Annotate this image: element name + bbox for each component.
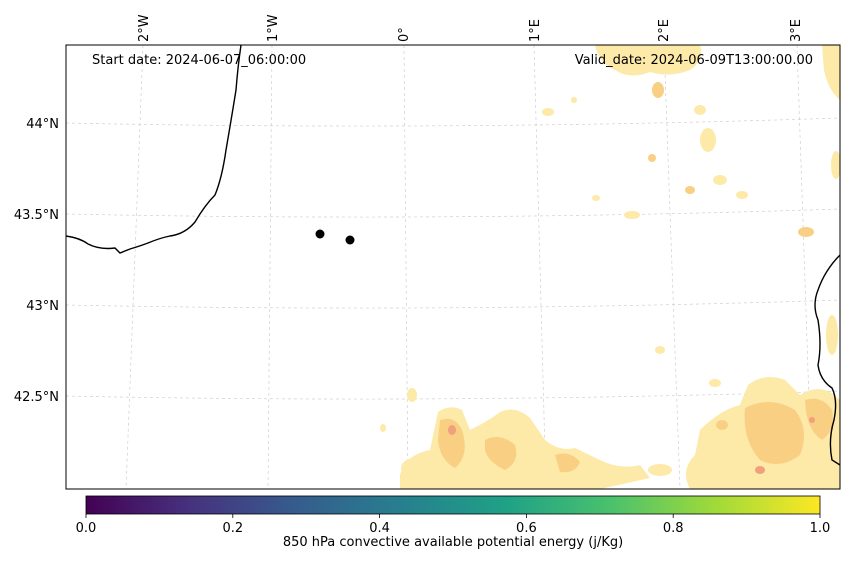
cape-patch xyxy=(831,151,840,179)
colorbar-tick-label: 0.2 xyxy=(222,521,243,536)
cape-patch xyxy=(624,211,640,219)
cape-patch xyxy=(648,464,672,476)
station-point[interactable] xyxy=(345,235,355,245)
lat-label-44n: 44°N xyxy=(26,117,59,132)
cape-patch xyxy=(401,458,429,478)
coastline-west xyxy=(66,45,242,254)
meridian-1w xyxy=(267,45,273,489)
lon-label-3e: 3°E xyxy=(789,19,804,42)
colorbar-tick-label: 0.0 xyxy=(76,521,97,536)
cape-peak xyxy=(809,417,815,423)
cape-patch xyxy=(400,407,650,489)
lon-label-2e: 2°E xyxy=(657,19,672,42)
lon-label-1w: 1°W xyxy=(266,14,281,42)
cape-field xyxy=(380,45,840,489)
cape-patch xyxy=(407,388,417,402)
colorbar-label: 850 hPa convective available potential e… xyxy=(283,535,623,550)
valid-date-label: Valid_date: 2024-06-09T13:00:00.00 xyxy=(575,53,813,68)
meridian-0 xyxy=(403,45,409,489)
cape-patch xyxy=(648,154,656,162)
cape-patch xyxy=(485,436,517,470)
cape-patch xyxy=(709,379,721,387)
cape-patch xyxy=(595,45,702,76)
cape-patch xyxy=(542,108,554,116)
parallel-43n xyxy=(66,299,840,309)
coastline-east xyxy=(814,254,840,466)
cape-patch xyxy=(694,105,706,115)
station-point[interactable] xyxy=(315,229,325,239)
cape-patch xyxy=(571,97,577,103)
lat-label-42-5n: 42.5°N xyxy=(14,390,59,405)
lon-label-2w: 2°W xyxy=(137,14,152,42)
cape-peak xyxy=(755,466,765,474)
cape-patch xyxy=(655,346,665,354)
cape-patch xyxy=(555,453,580,473)
cape-patch xyxy=(822,45,840,100)
cape-patch xyxy=(685,186,695,194)
cape-patch xyxy=(380,424,386,432)
cape-patch xyxy=(744,401,804,464)
parallel-44n xyxy=(66,117,840,127)
cape-patch xyxy=(713,175,727,185)
cape-patch xyxy=(700,128,716,152)
meridian-2w xyxy=(125,45,144,489)
lat-label-43-5n: 43.5°N xyxy=(14,208,59,223)
cape-patch xyxy=(716,420,728,430)
cape-patch xyxy=(652,82,664,98)
colorbar-tick-label: 0.6 xyxy=(516,521,537,536)
parallel-43-5n xyxy=(66,208,840,218)
start-date-label: Start date: 2024-06-07_06:00:00 xyxy=(92,53,306,68)
lon-label-0: 0° xyxy=(397,27,412,42)
cape-patch xyxy=(736,191,748,199)
colorbar-tick-label: 1.0 xyxy=(810,521,831,536)
lon-label-1e: 1°E xyxy=(528,19,543,42)
cape-patch xyxy=(805,398,833,440)
cape-patch xyxy=(826,315,838,355)
colorbar-tick-label: 0.4 xyxy=(369,521,390,536)
meridian-2e xyxy=(663,45,681,489)
cape-patch xyxy=(592,195,600,201)
cape-peak xyxy=(448,425,456,435)
colorbar-tick-label: 0.8 xyxy=(663,521,684,536)
cape-patch xyxy=(798,227,814,237)
colorbar-ticks xyxy=(85,514,821,518)
parallel-42-5n xyxy=(66,390,840,400)
meridian-1e xyxy=(533,45,547,489)
lat-label-43n: 43°N xyxy=(26,299,59,314)
cape-patch xyxy=(438,418,465,468)
map-frame xyxy=(65,44,841,490)
colorbar xyxy=(85,495,821,515)
gridlines xyxy=(66,45,840,489)
